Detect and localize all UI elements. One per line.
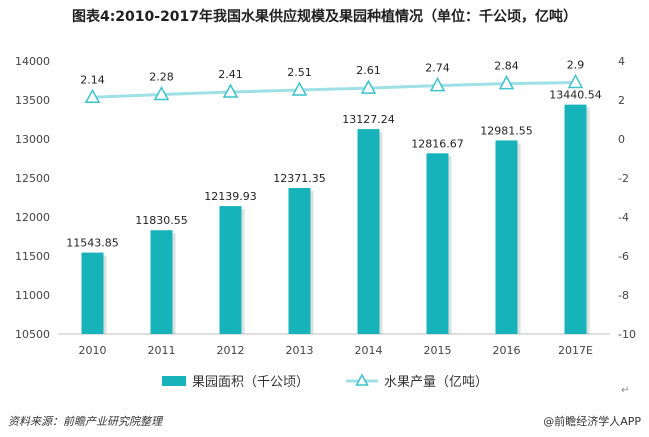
x-tick-label: 2015	[424, 344, 452, 357]
line-marker	[567, 73, 584, 89]
bar-data-label: 11830.55	[135, 214, 188, 227]
x-tick-label: 2017E	[558, 344, 593, 357]
y-right-tick-label: -2	[618, 172, 629, 185]
y-left-tick-label: 11000	[15, 289, 50, 302]
bar-data-label: 12371.35	[273, 172, 326, 185]
chart-title: 图表4:2010-2017年我国水果供应规模及果园种植情况（单位：千公顷，亿吨）	[71, 9, 578, 25]
bar-data-label: 12981.55	[480, 124, 533, 137]
source-note: 资料来源：前瞻产业研究院整理	[8, 415, 162, 428]
line-marker	[153, 85, 170, 101]
legend-swatch-bars	[162, 376, 186, 386]
line-marker	[291, 81, 308, 96]
bar	[357, 129, 380, 334]
line-data-label: 2.74	[425, 62, 450, 75]
y-right-tick-label: -8	[618, 289, 629, 302]
y-left-tick-label: 10500	[15, 328, 50, 341]
line-marker	[498, 75, 515, 90]
line-data-label: 2.14	[80, 73, 105, 86]
y-left-tick-label: 11500	[15, 250, 50, 263]
x-tick-label: 2010	[79, 344, 107, 357]
bar	[495, 140, 518, 334]
line-data-label: 2.51	[287, 66, 312, 79]
legend-label-bars: 果园面积（千公顷）	[192, 375, 309, 390]
line-data-label: 2.84	[494, 60, 519, 73]
x-tick-label: 2013	[286, 344, 314, 357]
return-mark: ↵	[621, 385, 630, 396]
line-marker	[222, 83, 239, 98]
y-left-tick-label: 13000	[15, 133, 50, 146]
bar	[81, 252, 104, 334]
bar	[564, 104, 587, 334]
y-right-tick-label: 0	[618, 133, 625, 146]
line-data-label: 2.41	[218, 68, 243, 81]
bar-data-label: 13127.24	[342, 113, 395, 126]
bar	[219, 206, 242, 334]
y-right-tick-label: -4	[618, 211, 629, 224]
bar	[288, 188, 311, 334]
x-tick-label: 2011	[148, 344, 176, 357]
line-data-label: 2.9	[567, 58, 585, 71]
legend-label-line: 水果产量（亿吨）	[384, 375, 488, 390]
bar-data-label: 12139.93	[204, 190, 257, 203]
x-tick-label: 2012	[217, 344, 245, 357]
line-data-label: 2.28	[149, 71, 174, 84]
y-left-tick-label: 12000	[15, 211, 50, 224]
line-marker	[84, 88, 101, 104]
brand-credit: @前瞻经济学人APP	[543, 415, 641, 428]
y-right-tick-label: -6	[618, 250, 629, 263]
bar-data-label: 11543.85	[66, 237, 119, 250]
y-right-tick-label: -10	[618, 328, 636, 341]
line-data-label: 2.61	[356, 64, 381, 77]
production-line	[92, 80, 576, 99]
y-left-tick-label: 13500	[15, 94, 50, 107]
bar	[150, 230, 173, 334]
y-left-tick-label: 12500	[15, 172, 50, 185]
line-marker	[429, 76, 446, 92]
y-right-tick-label: 2	[618, 94, 625, 107]
legend-swatch-marker	[355, 373, 369, 386]
bar	[426, 153, 449, 334]
x-tick-label: 2016	[493, 344, 521, 357]
y-right-tick-label: 4	[618, 55, 625, 68]
bar-data-label: 13440.54	[549, 89, 602, 102]
bar-data-label: 12816.67	[411, 137, 464, 150]
x-tick-label: 2014	[355, 344, 383, 357]
y-left-tick-label: 14000	[15, 55, 50, 68]
line-marker	[360, 79, 377, 94]
